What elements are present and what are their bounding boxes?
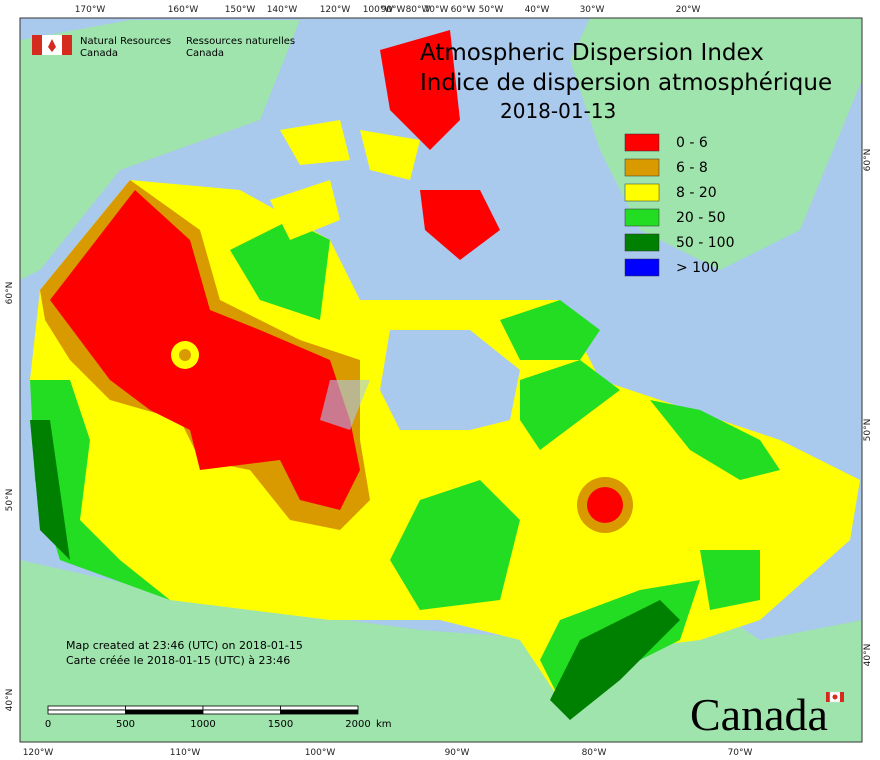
graticule-label: 100°W [305,748,336,758]
graticule-label: 50°N [5,489,15,512]
graticule-label: 60°W [451,5,476,15]
graticule-label: 70°W [424,5,449,15]
scale-label: 1000 [190,719,215,730]
agency: Canada [186,48,224,59]
scale-segment [202,705,281,711]
scale-label: 500 [116,719,135,730]
scale-segment [47,709,126,715]
graticule-label: 90°W [445,748,470,758]
legend-swatch [624,133,660,152]
graticule-label: 80°W [582,748,607,758]
graticule-label: 40°N [863,644,873,667]
flag [32,35,72,55]
graticule-label: 30°W [580,5,605,15]
legend-swatch [624,158,660,177]
wordmark-flag [826,691,844,703]
title: Indice de dispersion atmosphérique [420,70,832,96]
frame [19,17,863,743]
scale-segment [202,709,281,715]
graticule-label: 170°W [75,5,106,15]
date: 2018-01-13 [500,99,616,123]
agency: Ressources naturelles [186,36,295,47]
map-body [20,18,862,742]
legend-swatch [624,233,660,252]
graticule-label: 160°W [168,5,199,15]
agency: Canada [80,48,118,59]
graticule-label: 50°W [479,5,504,15]
scale-segment [280,705,359,711]
graticule-label: 120°W [320,5,351,15]
title: Atmospheric Dispersion Index [420,40,764,66]
legend-label: > 100 [676,260,719,276]
scale-segment [280,709,359,715]
legend-swatch [624,258,660,277]
legend-label: 20 - 50 [676,210,726,226]
graticule-label: 80°W [406,5,431,15]
graticule-label: 100°W [363,5,394,15]
graticule-label: 40°N [5,689,15,712]
legend-swatch [624,183,660,202]
scale-segment [125,705,204,711]
graticule-label: 20°W [676,5,701,15]
legend-label: 8 - 20 [676,185,717,201]
scale-unit: km [376,719,392,730]
scale-label: 0 [45,719,51,730]
graticule-label: 70°W [728,748,753,758]
scale-segment [47,705,126,711]
graticule-label: 110°W [170,748,201,758]
note: Map created at 23:46 (UTC) on 2018-01-15 [66,639,303,652]
wordmark: Canada [690,689,828,740]
graticule-label: 150°W [225,5,256,15]
graticule-label: 60°N [863,149,873,172]
legend-swatch [624,208,660,227]
agency: Natural Resources [80,36,171,47]
graticule-label: 50°N [863,419,873,442]
graticule-label: 40°W [525,5,550,15]
legend-label: 0 - 6 [676,135,708,151]
legend-label: 50 - 100 [676,235,735,251]
graticule-label: 60°N [5,282,15,305]
scale-segment [125,709,204,715]
graticule-label: 90°W [381,5,406,15]
scale-label: 2000 [345,719,370,730]
legend-label: 6 - 8 [676,160,708,176]
graticule-label: 140°W [267,5,298,15]
scale-label: 1500 [268,719,293,730]
graticule-label: 120°W [23,748,54,758]
note: Carte créée le 2018-01-15 (UTC) à 23:46 [66,654,290,667]
